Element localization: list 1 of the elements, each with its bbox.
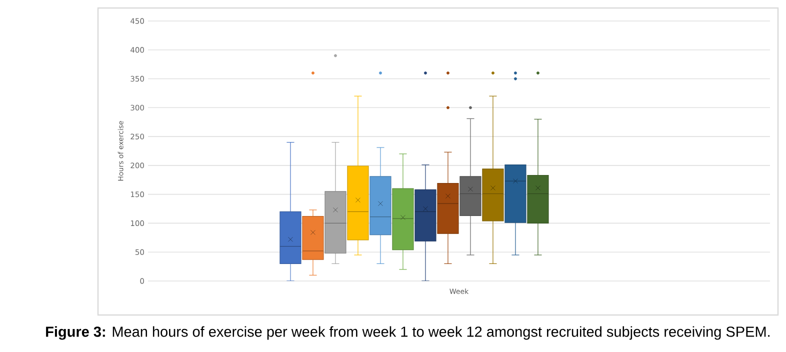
text: Figure 3: Mean hours of exercise per week from week 1 to week 12 amongst recruited subjects receiving SPEM. (46, 326, 770, 340)
